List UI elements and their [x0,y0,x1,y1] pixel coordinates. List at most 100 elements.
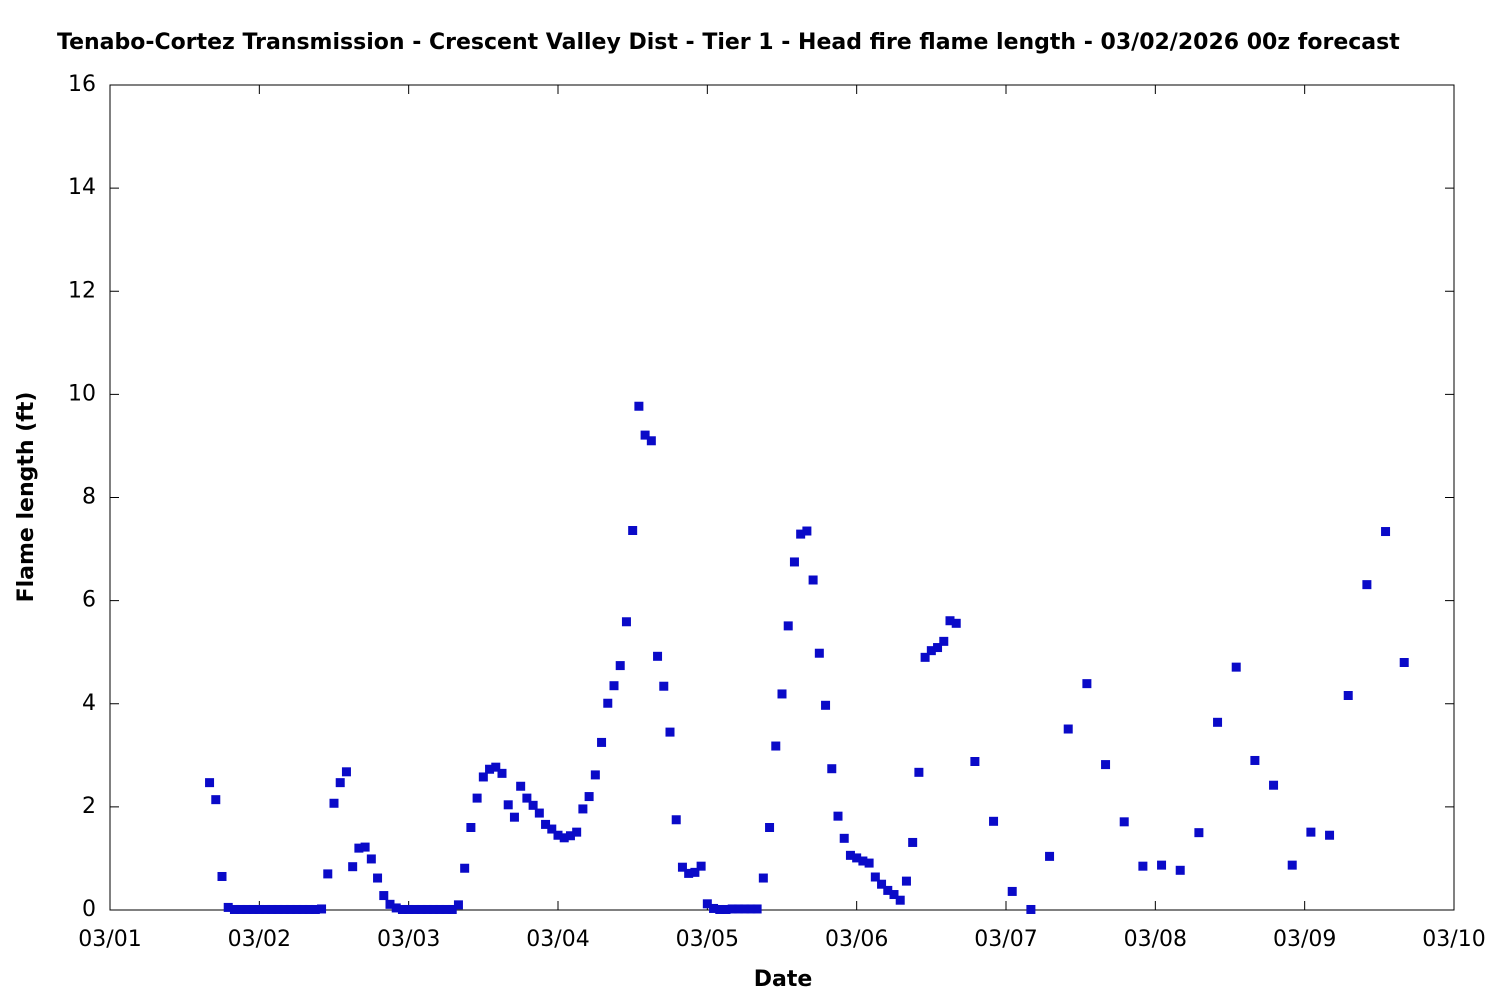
data-point [248,904,258,914]
data-point [1250,755,1260,765]
data-point [690,867,700,877]
data-point [211,795,221,805]
data-point [453,900,463,910]
data-point [572,827,582,837]
data-point [1213,717,1223,727]
y-tick-label: 8 [82,485,96,510]
data-point [933,643,943,653]
data-point [335,778,345,788]
data-point [684,868,694,878]
data-point [920,652,930,662]
data-point [553,830,563,840]
data-point [821,700,831,710]
x-tick-label: 03/02 [228,927,291,952]
data-point [429,904,439,914]
data-point [236,904,246,914]
data-point [404,904,414,914]
data-point [292,904,302,914]
data-point [441,904,451,914]
data-point [951,618,961,628]
data-point [640,430,650,440]
data-point [827,764,837,774]
data-point [758,873,768,883]
data-point [397,904,407,914]
data-point [1381,527,1391,537]
data-point [671,815,681,825]
data-point [373,873,383,883]
data-point [597,737,607,747]
data-point [547,824,557,834]
data-point [1157,860,1167,870]
data-point [447,904,457,914]
data-point [777,689,787,699]
data-point [845,850,855,860]
data-point [317,904,327,914]
x-tick-label: 03/01 [78,927,141,952]
data-point [889,890,899,900]
data-point [901,876,911,886]
data-point [796,529,806,539]
data-point [534,808,544,818]
plot-frame [109,84,1455,911]
data-point [864,858,874,868]
y-tick-label: 6 [82,588,96,613]
data-point [970,757,980,766]
data-point [410,904,420,914]
data-point [1138,861,1148,871]
x-axis-label: Date [754,967,813,992]
data-point [609,681,619,691]
data-point [715,904,725,914]
data-point [814,648,824,658]
data-point [503,800,513,810]
data-point [348,862,358,872]
data-point [721,904,731,914]
data-point [771,741,781,751]
data-point [584,792,594,802]
data-point [870,872,880,882]
data-point [914,767,924,777]
data-point [883,885,893,895]
data-point [379,891,389,901]
data-point [765,823,775,832]
data-point [541,819,551,829]
chart-title: Tenabo-Cortez Transmission - Crescent Va… [57,30,1400,55]
data-point [366,854,376,864]
data-point [223,902,233,912]
data-point [926,646,936,656]
data-point [285,904,295,914]
data-point [939,636,949,646]
data-point [603,698,613,708]
data-point [646,436,656,446]
y-tick-label: 16 [68,72,96,97]
data-point [1194,828,1204,838]
data-point [217,871,227,881]
data-point [895,895,905,905]
data-point [273,904,283,914]
data-point [945,616,955,626]
data-point [783,621,793,631]
data-point [858,856,868,866]
data-point [1082,679,1092,689]
data-point [497,768,507,778]
data-point [329,798,339,808]
y-tick-label: 10 [68,381,96,406]
data-point [808,575,818,585]
data-point [746,904,756,914]
data-point [310,904,320,914]
data-point [696,861,706,871]
x-tick-label: 03/07 [974,927,1037,952]
data-point [485,764,495,774]
data-point [416,904,426,914]
data-point [740,904,750,914]
data-point [205,778,215,788]
data-point [559,833,569,843]
y-axis-label: Flame length (ft) [14,392,39,603]
y-tick-label: 2 [82,794,96,819]
data-point [354,843,364,853]
data-point [1007,886,1017,896]
data-point [478,772,488,782]
data-point [516,781,526,791]
data-point [908,837,918,847]
data-point [385,899,395,909]
